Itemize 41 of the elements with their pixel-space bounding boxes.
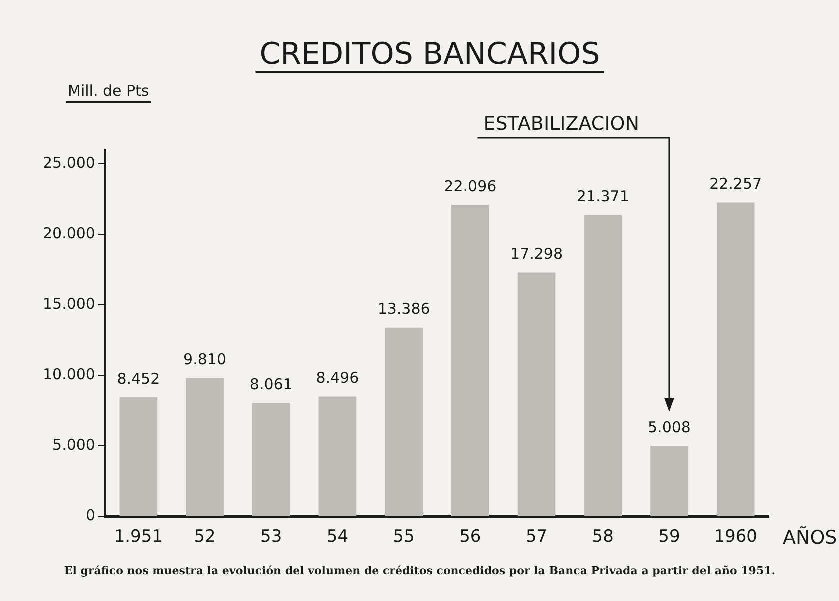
y-tick-label: 5.000 <box>52 436 96 454</box>
y-tick-label: 25.000 <box>42 154 96 172</box>
data-label: 22.257 <box>710 175 762 194</box>
x-tick-label: 56 <box>460 527 482 548</box>
y-tick-label: 10.000 <box>42 365 96 384</box>
chart-title: CREDITOS BANCARIOS <box>260 37 600 72</box>
x-tick-label: 58 <box>592 527 614 548</box>
bar <box>385 328 423 516</box>
x-tick-label: 55 <box>393 527 415 548</box>
bar <box>452 205 490 516</box>
bar <box>518 272 556 516</box>
x-tick-label: 59 <box>658 527 680 548</box>
data-label: 8.061 <box>250 375 293 394</box>
x-tick-label: 53 <box>260 527 282 548</box>
text: ESTABILIZACION <box>484 113 640 135</box>
y-tick-label: 0 <box>86 506 96 524</box>
bar <box>318 396 357 516</box>
data-label: 21.371 <box>576 188 630 206</box>
data-label: 17.298 <box>510 245 564 264</box>
y-axis-title: Mill. de Pts <box>68 82 150 100</box>
bar <box>584 215 622 516</box>
data-label: 8.452 <box>117 370 160 388</box>
bar <box>650 446 688 516</box>
text: El gráfico nos muestra la evolución del volumen de créditos concedidos por la Banca Privada a partir del año 1951. <box>64 564 776 578</box>
x-axis-title: AÑOS <box>783 526 838 550</box>
data-label: 22.096 <box>444 177 497 196</box>
y-tick-label: 20.000 <box>42 224 96 242</box>
y-tick-label: 15.000 <box>42 294 96 313</box>
data-label: 8.496 <box>316 369 360 388</box>
x-tick-label: 54 <box>326 527 349 548</box>
bar <box>716 202 755 516</box>
x-tick-label: 52 <box>194 527 216 548</box>
bar <box>252 402 290 516</box>
bar <box>186 378 224 516</box>
x-tick-label: 1960 <box>714 527 758 548</box>
data-label: 13.386 <box>378 300 430 318</box>
x-tick-label: 1.951 <box>114 527 163 548</box>
data-label: 9.810 <box>184 350 226 369</box>
data-label: 5.008 <box>648 418 691 436</box>
bar <box>120 397 158 516</box>
x-tick-label: 57 <box>526 527 548 548</box>
